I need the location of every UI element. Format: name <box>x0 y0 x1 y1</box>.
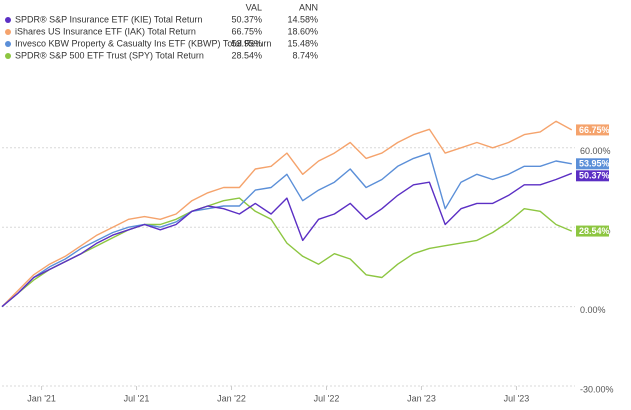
legend-marker <box>5 17 11 23</box>
series-line <box>1 172 573 308</box>
legend-val: 66.75% <box>231 26 262 36</box>
legend-ann: 15.48% <box>287 38 318 48</box>
legend-marker <box>5 29 11 35</box>
x-tick-label: Jan '23 <box>407 393 436 403</box>
end-label-box <box>576 225 609 237</box>
x-tick-label: Jul '21 <box>124 393 150 403</box>
x-tick-label: Jan '22 <box>217 393 246 403</box>
legend-header: VAL <box>246 2 262 12</box>
legend-ann: 8.74% <box>292 50 318 60</box>
x-tick-label: Jul '22 <box>314 393 340 403</box>
legend-val: 50.37% <box>231 14 262 24</box>
x-tick-label: Jan '21 <box>27 393 56 403</box>
legend-marker <box>5 53 11 59</box>
series-line <box>1 197 573 308</box>
legend-val: 53.95% <box>231 38 262 48</box>
end-label-box <box>576 124 609 136</box>
legend-label: Invesco KBW Property & Casualty Ins ETF … <box>15 38 271 48</box>
x-tick-label: Jul '23 <box>504 393 530 403</box>
series-line <box>1 120 573 308</box>
y-tick-label: -30.00% <box>580 384 614 394</box>
end-label: 66.75% <box>579 125 610 135</box>
y-tick-label: 0.00% <box>580 305 606 315</box>
y-tick-label: 60.00% <box>580 146 611 156</box>
end-label: 50.37% <box>579 171 610 181</box>
end-label-box <box>576 170 609 182</box>
end-label: 53.95% <box>579 159 610 169</box>
end-label: 28.54% <box>579 226 610 236</box>
legend-label: SPDR® S&P Insurance ETF (KIE) Total Retu… <box>15 14 202 24</box>
legend-label: SPDR® S&P 500 ETF Trust (SPY) Total Retu… <box>15 50 204 60</box>
end-label-box <box>576 158 609 170</box>
legend-ann: 14.58% <box>287 14 318 24</box>
series-line <box>1 152 572 308</box>
legend-val: 28.54% <box>231 50 262 60</box>
legend-ann: 18.60% <box>287 26 318 36</box>
legend-marker <box>5 41 11 47</box>
legend-header: ANN <box>299 2 318 12</box>
legend-label: iShares US Insurance ETF (IAK) Total Ret… <box>15 26 196 36</box>
